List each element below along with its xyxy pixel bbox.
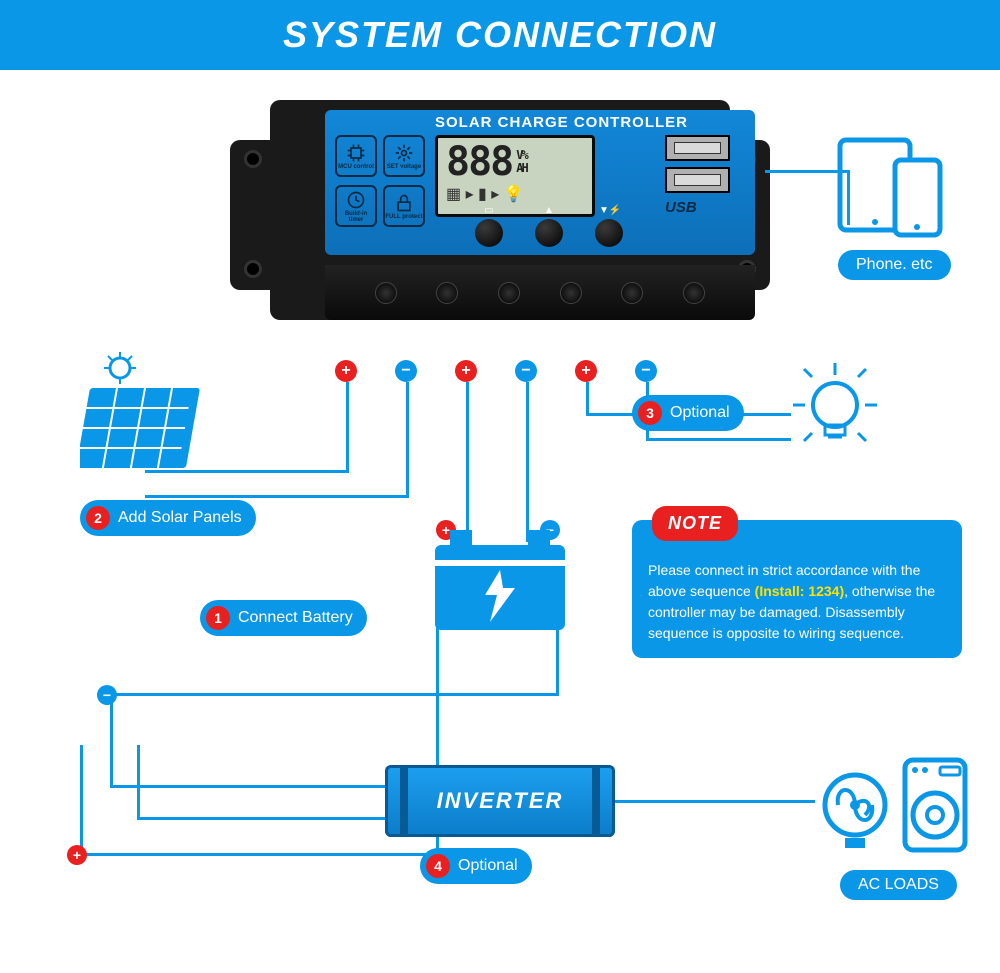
terminal-screw <box>498 282 520 304</box>
controller-body: SOLAR CHARGE CONTROLLER MCU control SET … <box>270 100 730 320</box>
cpu-icon <box>346 143 366 163</box>
mount-hole-icon <box>244 150 262 168</box>
light-bulb-icon <box>790 355 880 455</box>
inverter-label: INVERTER <box>437 788 564 814</box>
usb-area: USB <box>665 135 740 230</box>
wire <box>110 785 387 788</box>
controller-faceplate: SOLAR CHARGE CONTROLLER MCU control SET … <box>325 110 755 255</box>
solar-panel-icon <box>80 350 210 490</box>
ac-loads-icon <box>820 750 980 860</box>
note-highlight: (Install: 1234) <box>755 583 844 599</box>
clock-icon <box>346 190 366 210</box>
button-icon: ▼⚡ <box>599 205 619 215</box>
panel-button <box>595 219 623 247</box>
polarity-minus-icon: − <box>635 360 657 382</box>
polarity-plus-icon: + <box>335 360 357 382</box>
feature-mcu: MCU control <box>335 135 377 177</box>
page-header: SYSTEM CONNECTION <box>0 0 1000 70</box>
wire <box>526 382 529 542</box>
note-badge: NOTE <box>652 506 738 541</box>
button-icon: ▲ <box>539 205 559 215</box>
polarity-plus-icon: + <box>575 360 597 382</box>
terminal-screw <box>375 282 397 304</box>
step-number: 1 <box>206 606 230 630</box>
lcd-digits: 888 <box>446 142 512 182</box>
usb-port-icon <box>665 135 730 161</box>
note-box: NOTE Please connect in strict accordance… <box>632 520 962 658</box>
wire <box>80 745 83 855</box>
wire <box>137 817 387 820</box>
button-icon: ▭ <box>479 205 499 215</box>
wire <box>615 800 815 803</box>
feature-protect: FULL protect <box>383 185 425 227</box>
feature-timer: Build-in timer <box>335 185 377 227</box>
usb-port-icon <box>665 167 730 193</box>
terminal-screw <box>621 282 643 304</box>
lock-icon <box>394 193 414 213</box>
wire <box>110 693 559 696</box>
wire <box>145 495 409 498</box>
wire <box>646 438 791 441</box>
polarity-minus-icon: − <box>395 360 417 382</box>
terminal-screw <box>683 282 705 304</box>
polarity-minus-icon: − <box>97 685 117 705</box>
step-number: 3 <box>638 401 662 425</box>
terminal-screw <box>436 282 458 304</box>
controller-device: SOLAR CHARGE CONTROLLER MCU control SET … <box>230 100 770 360</box>
lcd-reading: 888 V% AH <box>446 142 584 182</box>
label-load: 3 Optional <box>632 395 744 431</box>
feature-set: SET voltage <box>383 135 425 177</box>
label-ac-loads: AC LOADS <box>840 870 957 900</box>
wire <box>346 382 349 472</box>
polarity-minus-icon: − <box>515 360 537 382</box>
wire <box>586 382 589 415</box>
inverter: INVERTER <box>385 765 615 837</box>
panel-button <box>475 219 503 247</box>
diagram-canvas: SOLAR CHARGE CONTROLLER MCU control SET … <box>0 70 1000 973</box>
terminal-screw <box>560 282 582 304</box>
battery-icon <box>430 530 570 640</box>
phone-tablet-icon <box>835 130 945 240</box>
step-number: 4 <box>426 854 450 878</box>
panel-button <box>535 219 563 247</box>
step-number: 2 <box>86 506 110 530</box>
label-inverter: 4 Optional <box>420 848 532 884</box>
wire <box>110 693 113 788</box>
terminal-bar <box>325 265 755 320</box>
header-title: SYSTEM CONNECTION <box>283 14 717 56</box>
wire <box>137 745 140 820</box>
lcd-display: 888 V% AH ▦ ▸ ▮ ▸ 💡 <box>435 135 595 217</box>
wire <box>406 382 409 497</box>
lcd-icons: ▦ ▸ ▮ ▸ 💡 <box>446 184 584 204</box>
wire <box>466 382 469 542</box>
gear-icon <box>394 143 414 163</box>
polarity-plus-icon: + <box>67 845 87 865</box>
usb-label: USB <box>665 199 740 216</box>
mount-hole-icon <box>244 260 262 278</box>
label-battery: 1 Connect Battery <box>200 600 367 636</box>
wire <box>80 853 439 856</box>
label-phone: Phone. etc <box>838 250 951 280</box>
polarity-plus-icon: + <box>455 360 477 382</box>
controller-title: SOLAR CHARGE CONTROLLER <box>435 114 688 131</box>
label-solar: 2 Add Solar Panels <box>80 500 256 536</box>
